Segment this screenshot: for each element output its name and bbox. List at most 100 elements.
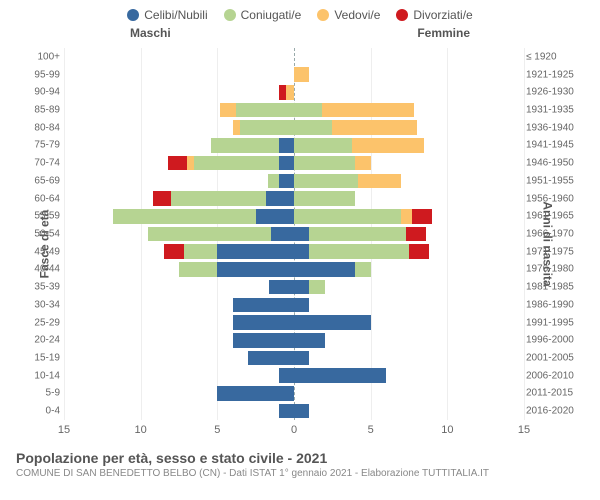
bar-seg-celibi xyxy=(294,315,371,330)
x-tick: 15 xyxy=(518,424,530,436)
y-tick-right: 1936-1940 xyxy=(526,122,574,133)
y-tick-left: 80-84 xyxy=(34,122,60,133)
bar-seg-celibi xyxy=(217,262,294,277)
zero-line xyxy=(294,48,295,420)
y-tick-right: 1961-1965 xyxy=(526,211,574,222)
legend-label: Vedovi/e xyxy=(334,8,380,22)
bar-seg-coniugati xyxy=(309,227,406,242)
bar-seg-vedovi xyxy=(401,209,412,224)
y-tick-right: 1996-2000 xyxy=(526,335,574,346)
y-axis-left: 100+95-9990-9485-8980-8475-7970-7465-696… xyxy=(16,48,64,420)
bar-seg-celibi xyxy=(294,351,309,366)
plot xyxy=(64,48,524,420)
bar-seg-divorziati xyxy=(412,209,432,224)
y-tick-right: 1991-1995 xyxy=(526,317,574,328)
bar-seg-celibi xyxy=(248,351,294,366)
bar-seg-coniugati xyxy=(309,280,324,295)
y-tick-right: 1986-1990 xyxy=(526,299,574,310)
bar-seg-celibi xyxy=(256,209,294,224)
chart-area: Fasce di età Anni di nascita 100+95-9990… xyxy=(16,44,584,444)
bar-seg-coniugati xyxy=(236,103,294,118)
x-tick: 5 xyxy=(368,424,374,436)
bar-seg-vedovi xyxy=(322,103,414,118)
bar-seg-coniugati xyxy=(171,191,266,206)
y-tick-right: 1921-1925 xyxy=(526,69,574,80)
legend-label: Celibi/Nubili xyxy=(144,8,207,22)
bar-seg-vedovi xyxy=(352,138,424,153)
y-tick-left: 45-49 xyxy=(34,246,60,257)
bar-seg-celibi xyxy=(294,280,309,295)
bar-seg-celibi xyxy=(266,191,294,206)
bar-seg-coniugati xyxy=(294,156,355,171)
y-tick-left: 60-64 xyxy=(34,193,60,204)
bar-seg-celibi xyxy=(233,315,294,330)
bar-seg-celibi xyxy=(217,244,294,259)
chart-subtitle: COMUNE DI SAN BENEDETTO BELBO (CN) - Dat… xyxy=(16,468,584,479)
bar-seg-coniugati xyxy=(294,138,352,153)
y-tick-left: 10-14 xyxy=(34,370,60,381)
legend-item: Vedovi/e xyxy=(317,8,380,22)
bar-seg-divorziati xyxy=(279,85,287,100)
bar-seg-coniugati xyxy=(294,191,355,206)
y-tick-left: 5-9 xyxy=(46,388,60,399)
legend: Celibi/NubiliConiugati/eVedovi/eDivorzia… xyxy=(0,0,600,26)
y-tick-left: 90-94 xyxy=(34,87,60,98)
legend-swatch xyxy=(127,9,139,21)
y-tick-left: 100+ xyxy=(37,51,60,62)
bar-seg-coniugati xyxy=(240,120,294,135)
bar-seg-vedovi xyxy=(358,174,401,189)
y-tick-left: 20-24 xyxy=(34,335,60,346)
legend-swatch xyxy=(224,9,236,21)
label-maschi: Maschi xyxy=(130,26,171,40)
bar-seg-coniugati xyxy=(294,209,401,224)
bar-seg-vedovi xyxy=(220,103,235,118)
bar-seg-celibi xyxy=(294,227,309,242)
y-tick-right: 1931-1935 xyxy=(526,105,574,116)
y-tick-left: 55-59 xyxy=(34,211,60,222)
legend-swatch xyxy=(317,9,329,21)
y-tick-left: 95-99 xyxy=(34,69,60,80)
x-tick: 15 xyxy=(58,424,70,436)
legend-item: Celibi/Nubili xyxy=(127,8,207,22)
bar-seg-coniugati xyxy=(268,174,279,189)
y-tick-left: 50-54 xyxy=(34,229,60,240)
y-tick-right: 2016-2020 xyxy=(526,406,574,417)
label-femmine: Femmine xyxy=(417,26,470,40)
bar-seg-celibi xyxy=(294,333,325,348)
bar-seg-divorziati xyxy=(164,244,184,259)
bar-seg-celibi xyxy=(279,138,294,153)
legend-label: Coniugati/e xyxy=(241,8,302,22)
bar-seg-celibi xyxy=(233,298,294,313)
bar-seg-vedovi xyxy=(187,156,195,171)
legend-item: Coniugati/e xyxy=(224,8,302,22)
y-tick-right: 1956-1960 xyxy=(526,193,574,204)
y-tick-right: 2001-2005 xyxy=(526,353,574,364)
bar-seg-celibi xyxy=(294,368,386,383)
y-tick-right: 2006-2010 xyxy=(526,370,574,381)
y-tick-left: 65-69 xyxy=(34,175,60,186)
y-tick-right: 1971-1975 xyxy=(526,246,574,257)
x-tick: 10 xyxy=(441,424,453,436)
bar-seg-celibi xyxy=(279,156,294,171)
y-axis-right: ≤ 19201921-19251926-19301931-19351936-19… xyxy=(524,48,584,420)
bar-seg-celibi xyxy=(294,244,309,259)
bar-seg-celibi xyxy=(233,333,294,348)
bar-seg-celibi xyxy=(294,404,309,419)
y-tick-left: 70-74 xyxy=(34,158,60,169)
bar-seg-celibi xyxy=(279,368,294,383)
y-tick-left: 30-34 xyxy=(34,299,60,310)
bar-seg-celibi xyxy=(271,227,294,242)
x-tick: 10 xyxy=(135,424,147,436)
bar-seg-celibi xyxy=(217,386,294,401)
y-tick-right: 1966-1970 xyxy=(526,229,574,240)
bar-seg-vedovi xyxy=(294,67,309,82)
bar-seg-divorziati xyxy=(406,227,426,242)
y-tick-right: ≤ 1920 xyxy=(526,51,557,62)
bar-seg-vedovi xyxy=(286,85,294,100)
x-tick: 0 xyxy=(291,424,297,436)
bar-seg-coniugati xyxy=(194,156,278,171)
bar-seg-celibi xyxy=(294,298,309,313)
y-tick-right: 1951-1955 xyxy=(526,175,574,186)
y-tick-right: 1946-1950 xyxy=(526,158,574,169)
bar-seg-vedovi xyxy=(233,120,241,135)
